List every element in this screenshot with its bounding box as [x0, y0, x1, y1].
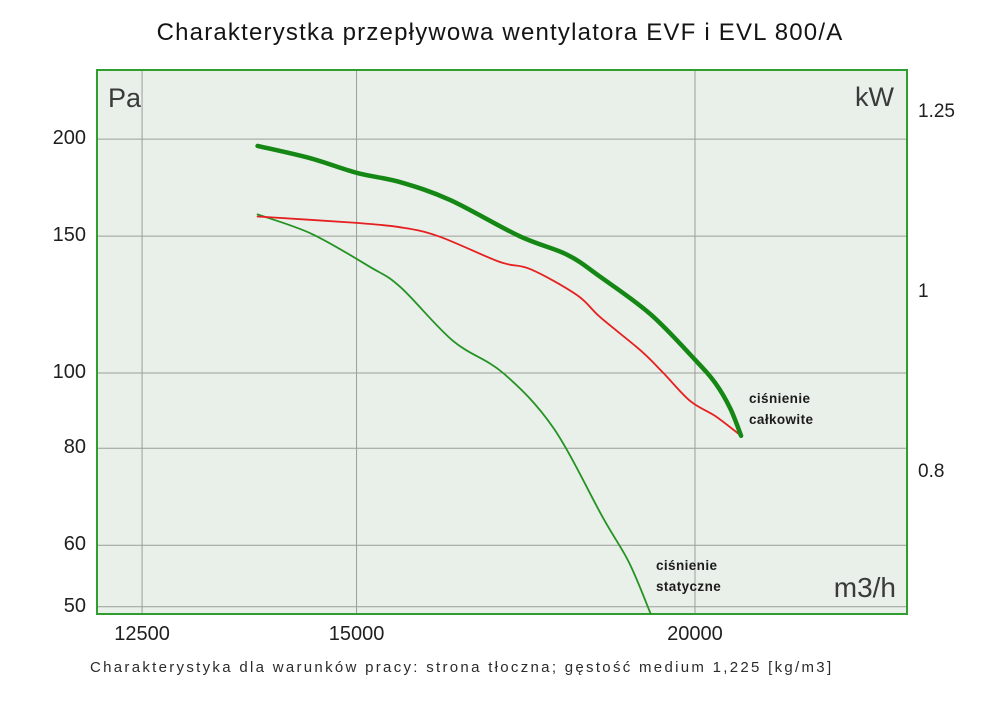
- pa-tick-label: 60: [63, 533, 86, 556]
- static-pressure-label-line2: statyczne: [656, 579, 722, 594]
- plot-area: Pa kW m3/h ciśnienie całkowite ciśnienie…: [96, 69, 908, 615]
- static-pressure-label-line1: ciśnienie: [656, 558, 718, 573]
- static-pressure-label: ciśnienie statyczne: [656, 555, 721, 597]
- flow-tick-label: 12500: [114, 623, 170, 645]
- right-axis-unit: kW: [855, 82, 894, 112]
- kw-tick-label: 0.8: [918, 460, 945, 482]
- x-axis-unit: m3/h: [833, 572, 896, 603]
- pa-tick-label: 100: [52, 360, 86, 383]
- flow-tick-label: 15000: [328, 623, 385, 645]
- red-unlabeled-curve: [256, 215, 742, 437]
- pa-tick-label: 50: [63, 594, 86, 617]
- pa-tick-label: 200: [52, 127, 86, 150]
- caption: Charakterystyka dla warunków pracy: stro…: [90, 659, 834, 676]
- pa-tick-label: 150: [52, 224, 86, 247]
- chart-title: Charakterystka przepływowa wentylatora E…: [156, 19, 844, 46]
- static-pressure-curve: [256, 213, 652, 615]
- kw-tick-label: 1.25: [918, 100, 955, 122]
- kw-tick-label: 1: [918, 280, 929, 302]
- total-pressure-label-line1: ciśnienie: [749, 391, 811, 406]
- plot-canvas: [98, 71, 906, 615]
- pa-tick-label: 80: [63, 436, 86, 459]
- left-axis-unit: Pa: [108, 83, 142, 113]
- total-pressure-label: ciśnienie całkowite: [749, 388, 813, 430]
- total-pressure-curve: [255, 143, 744, 439]
- total-pressure-label-line2: całkowite: [749, 412, 814, 427]
- flow-tick-label: 20000: [667, 623, 723, 645]
